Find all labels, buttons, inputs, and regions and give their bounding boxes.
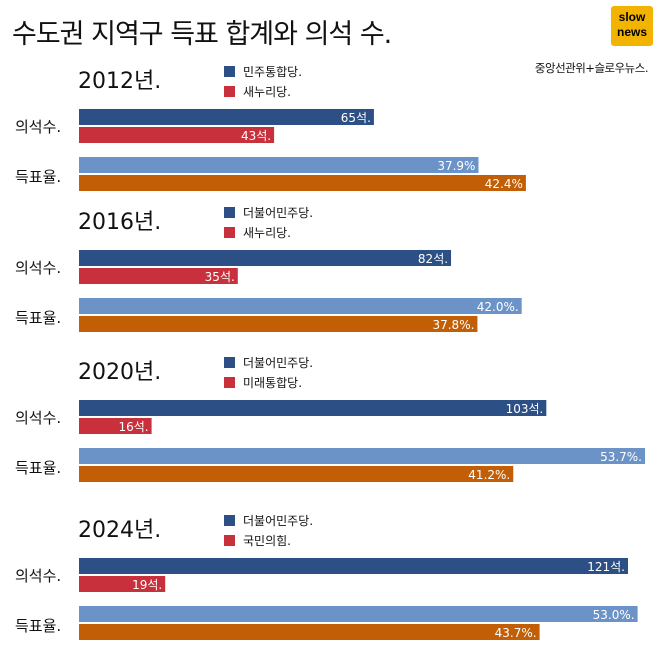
seat-bar xyxy=(79,576,166,592)
row-label-seats: 의석수. xyxy=(15,118,61,136)
vote-bar-label: 41.2%. xyxy=(468,468,510,482)
seat-bar-label: 35석. xyxy=(205,270,235,284)
chart-title: 수도권 지역구 득표 합계와 의석 수. xyxy=(12,19,392,50)
vote-bar xyxy=(79,606,638,622)
seat-bar-label: 43석. xyxy=(241,129,271,143)
legend-label: 더불어민주당. xyxy=(243,206,313,220)
slownews-logo[interactable]: slow news xyxy=(611,6,653,46)
seat-bar xyxy=(79,127,275,143)
vote-bar xyxy=(79,316,478,332)
legend-label: 새누리당. xyxy=(243,85,291,99)
legend-label: 미래통합당. xyxy=(243,376,302,390)
seat-bar xyxy=(79,109,374,125)
vote-bar-label: 37.9% xyxy=(437,159,475,173)
seat-bar-label: 19석. xyxy=(132,578,162,592)
legend-swatch xyxy=(224,515,235,526)
legend-swatch xyxy=(224,86,235,97)
seat-bar-label: 103석. xyxy=(506,402,544,416)
legend-swatch xyxy=(224,535,235,546)
row-label-votes: 득표율. xyxy=(15,168,61,186)
seat-bar xyxy=(79,268,238,284)
legend-swatch xyxy=(224,357,235,368)
legend-label: 국민의힘. xyxy=(243,534,291,548)
seat-bar xyxy=(79,418,152,434)
legend-swatch xyxy=(224,207,235,218)
row-label-votes: 득표율. xyxy=(15,309,61,327)
seat-bar-label: 121석. xyxy=(587,560,625,574)
seat-bar-label: 16석. xyxy=(118,420,148,434)
year-label-2012: 2012년. xyxy=(78,69,161,94)
legend-swatch xyxy=(224,227,235,238)
logo-line-2: news xyxy=(616,25,647,39)
seat-bar xyxy=(79,558,628,574)
legend-label: 더불어민주당. xyxy=(243,356,313,370)
vote-bar xyxy=(79,448,645,464)
seat-bar xyxy=(79,400,547,416)
year-label-2024: 2024년. xyxy=(78,518,161,543)
vote-bar-label: 43.7%. xyxy=(495,626,537,640)
vote-bar xyxy=(79,157,479,173)
vote-bar xyxy=(79,175,526,191)
row-label-seats: 의석수. xyxy=(15,409,61,427)
year-label-2016: 2016년. xyxy=(78,210,161,235)
legend-label: 더불어민주당. xyxy=(243,514,313,528)
seat-bar-label: 82석. xyxy=(418,252,448,266)
vote-bar xyxy=(79,298,522,314)
seat-bar-label: 65석. xyxy=(341,111,371,125)
vote-bar xyxy=(79,624,540,640)
year-label-2020: 2020년. xyxy=(78,360,161,385)
vote-bar-label: 53.7%. xyxy=(600,450,642,464)
vote-bar-label: 37.8%. xyxy=(432,318,474,332)
legend-label: 민주통합당. xyxy=(243,65,302,79)
row-label-votes: 득표율. xyxy=(15,459,61,477)
legend-swatch xyxy=(224,66,235,77)
legend-swatch xyxy=(224,377,235,388)
vote-bar-label: 42.4% xyxy=(485,177,523,191)
vote-bar-label: 53.0%. xyxy=(593,608,635,622)
vote-bar xyxy=(79,466,514,482)
row-label-seats: 의석수. xyxy=(15,567,61,585)
row-label-votes: 득표율. xyxy=(15,617,61,635)
seat-bar xyxy=(79,250,452,266)
vote-bar-label: 42.0%. xyxy=(477,300,519,314)
logo-line-1: slow xyxy=(618,10,646,24)
legend-label: 새누리당. xyxy=(243,226,291,240)
source-credit: 중앙선관위+슬로우뉴스. xyxy=(534,61,649,75)
row-label-seats: 의석수. xyxy=(15,259,61,277)
